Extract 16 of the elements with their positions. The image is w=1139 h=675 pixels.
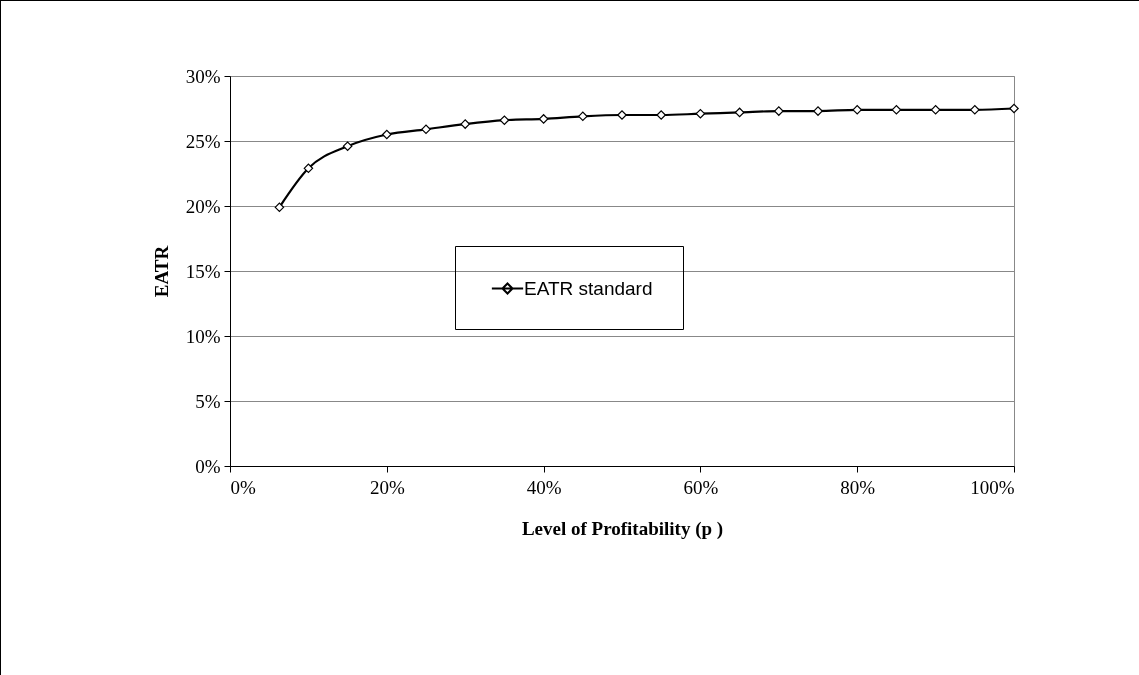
- y-tick-label: 15%: [185, 260, 221, 282]
- y-tick-label: 0%: [195, 455, 221, 477]
- x-tick-label: 20%: [369, 476, 405, 498]
- x-axis-title: Level of Profitability (p ): [521, 517, 724, 540]
- y-tick-label: 10%: [185, 325, 221, 347]
- y-tick-label: 30%: [185, 65, 221, 87]
- x-tick-label: 0%: [230, 476, 256, 498]
- x-tick-label: 80%: [840, 476, 876, 498]
- y-tick-label: 5%: [195, 390, 221, 412]
- legend-label: EATR standard: [524, 277, 653, 299]
- x-tick-label: 60%: [683, 476, 719, 498]
- y-tick-label: 20%: [185, 195, 221, 217]
- y-axis-title: EATR: [150, 245, 172, 298]
- x-tick-label: 100%: [970, 476, 1015, 498]
- x-tick-label: 40%: [526, 476, 562, 498]
- y-tick-label: 25%: [185, 130, 221, 152]
